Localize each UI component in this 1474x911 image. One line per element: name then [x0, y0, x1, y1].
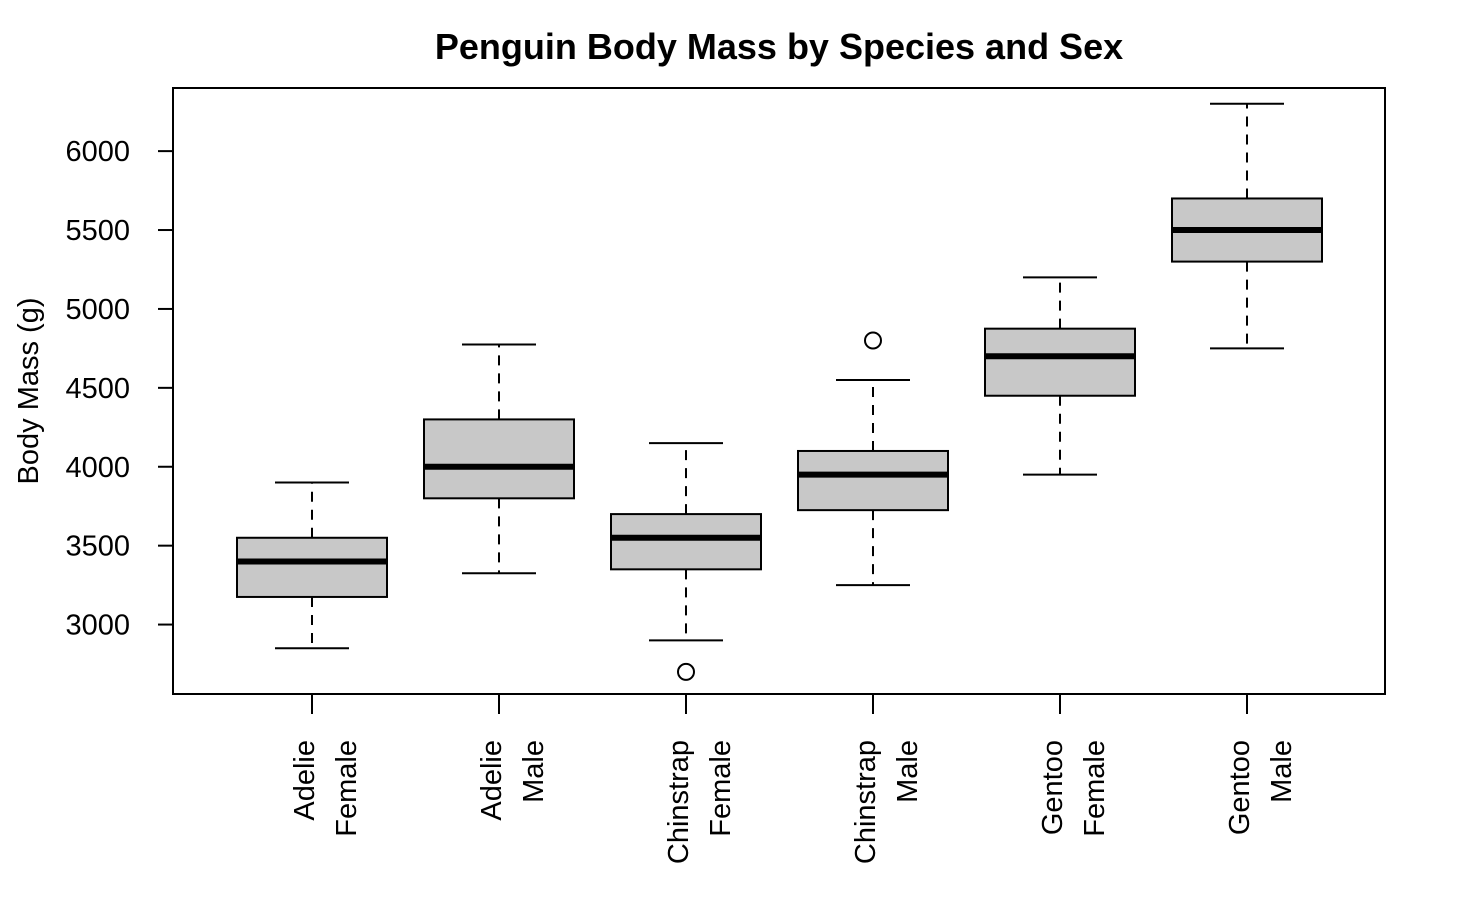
box-chinstrap-female: [610, 442, 762, 681]
y-axis: 3000 3500 4000 4500 5000 5500 6000: [65, 136, 174, 642]
iqr-box: [984, 327, 1136, 397]
y-tick-label: 3500: [65, 531, 130, 563]
x-tick-label-species: Adelie: [476, 740, 508, 821]
x-tick-label-sex: Male: [518, 740, 550, 803]
x-tick-label-species: Gentoo: [1224, 740, 1256, 835]
box-adelie-female: [236, 481, 388, 650]
box-adelie-male: [423, 343, 575, 575]
x-tick-label-sex: Female: [1079, 740, 1111, 837]
iqr-box: [610, 513, 762, 571]
chart-title: Penguin Body Mass by Species and Sex: [435, 26, 1123, 67]
x-tick-label-species: Gentoo: [1037, 740, 1069, 835]
y-axis-label: Body Mass (g): [13, 298, 45, 485]
y-tick-label: 3000: [65, 610, 130, 642]
y-tick-label: 5500: [65, 215, 130, 247]
x-tick-label-species: Chinstrap: [850, 740, 882, 864]
x-tick-label-sex: Male: [1266, 740, 1298, 803]
iqr-box: [236, 536, 388, 598]
y-tick-label: 5000: [65, 294, 130, 326]
x-tick-label-sex: Female: [331, 740, 363, 837]
outlier-point: [864, 331, 882, 350]
iqr-box: [423, 418, 575, 500]
plot-frame: [172, 87, 1386, 695]
x-tick-label-sex: Female: [705, 740, 737, 837]
y-tick-label: 4000: [65, 452, 130, 484]
y-tick-label: 6000: [65, 136, 130, 168]
y-tick-label: 4500: [65, 373, 130, 405]
iqr-box: [797, 449, 949, 512]
box-gentoo-male: [1171, 102, 1323, 350]
x-tick-label-species: Chinstrap: [663, 740, 695, 864]
box-chinstrap-male: [797, 331, 949, 587]
x-tick-label-sex: Male: [892, 740, 924, 803]
x-axis: Adelie Female Adelie Male Chinstrap Female Chi…: [289, 693, 1298, 864]
boxes: [236, 102, 1323, 681]
box-gentoo-female: [984, 276, 1136, 476]
x-tick-label-species: Adelie: [289, 740, 321, 821]
outlier-point: [677, 662, 695, 681]
